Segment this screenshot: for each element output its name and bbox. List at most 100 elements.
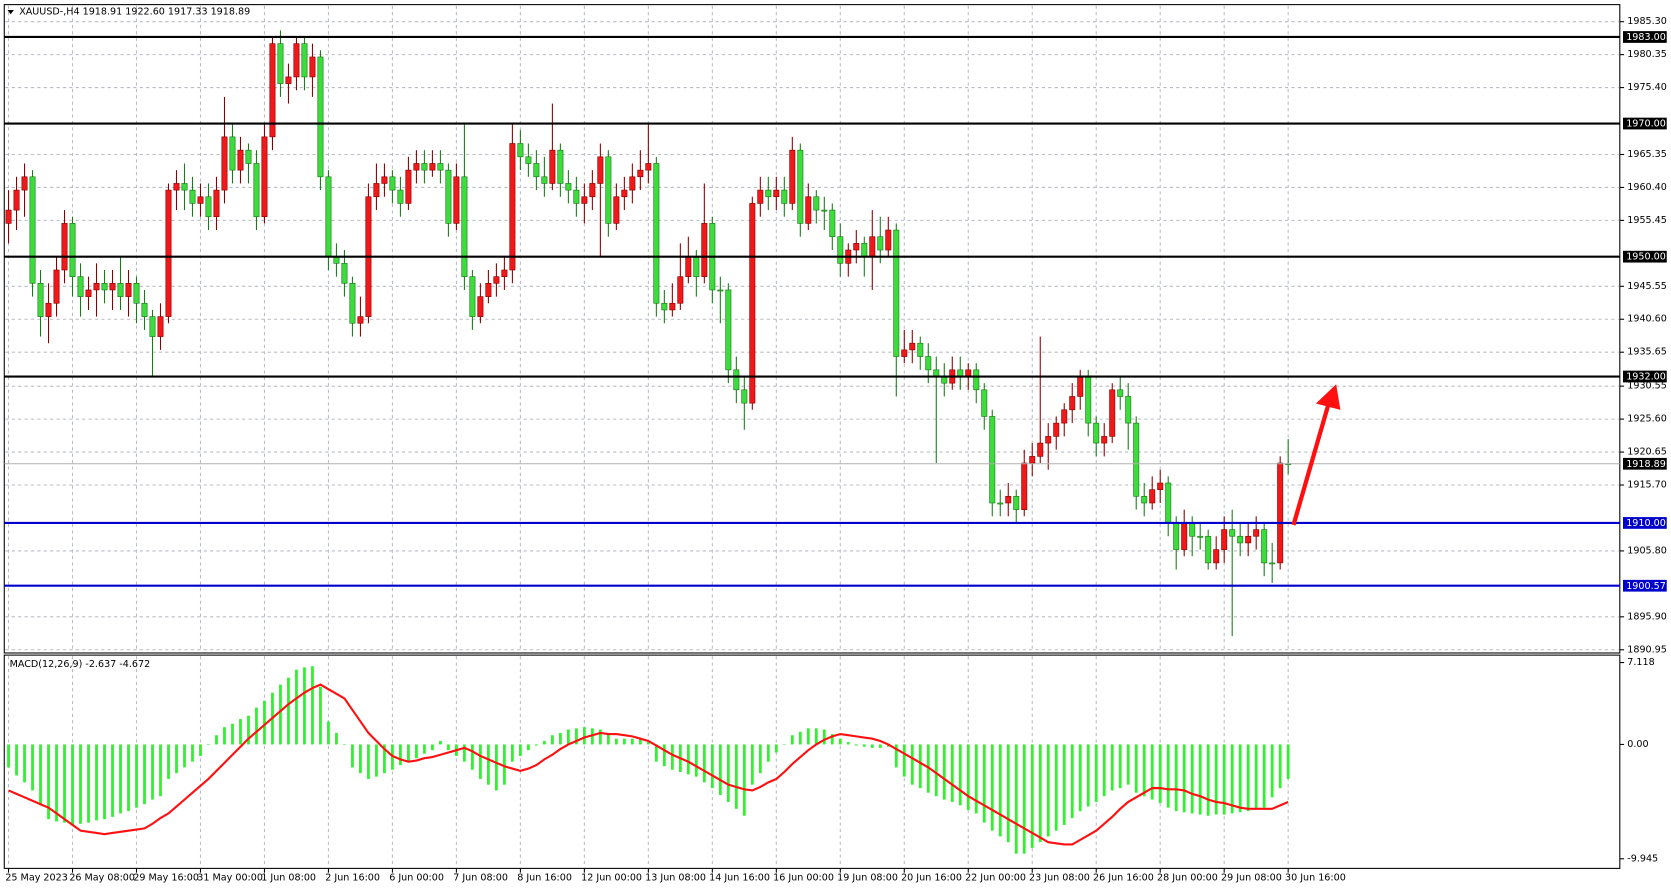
candle-body <box>429 163 436 171</box>
y-tick-label: 1975.40 <box>1627 82 1667 93</box>
histogram-bar <box>1150 744 1154 800</box>
histogram-bar <box>782 744 786 745</box>
histogram-bar <box>1110 744 1114 791</box>
histogram-bar <box>982 744 986 823</box>
x-tick-label: 29 Jun 08:00 <box>1221 872 1282 883</box>
histogram-bar <box>143 744 146 805</box>
candle-body <box>213 189 220 218</box>
histogram-bar <box>718 744 722 796</box>
candle-body <box>1269 562 1276 565</box>
candle-body <box>437 163 444 171</box>
histogram-bar <box>407 744 410 762</box>
candle-body <box>261 136 268 218</box>
histogram-bar <box>231 723 234 745</box>
histogram-bar <box>1166 744 1170 808</box>
candle-body <box>637 169 644 178</box>
candle-body <box>1189 522 1196 537</box>
histogram-bar <box>215 735 218 745</box>
candle-body <box>149 316 156 337</box>
histogram-bar <box>1286 744 1290 779</box>
candle-body <box>1237 535 1244 544</box>
y-tick-label: -9.945 <box>1627 853 1658 864</box>
candle-body <box>701 223 708 277</box>
histogram-bar <box>263 700 266 745</box>
histogram-bar <box>726 744 730 802</box>
arrow-head <box>1315 384 1341 410</box>
histogram-bar <box>1102 744 1106 797</box>
y-tick-label: 1955.45 <box>1627 215 1667 226</box>
histogram-bar <box>1230 744 1234 814</box>
candle-body <box>901 349 908 357</box>
candle-body <box>773 189 780 198</box>
histogram-bar <box>1094 744 1098 802</box>
histogram-bar <box>247 715 250 745</box>
histogram-bar <box>758 744 762 774</box>
histogram-bar <box>311 666 314 745</box>
candle-body <box>381 176 388 184</box>
histogram-bar <box>1118 744 1122 789</box>
histogram-bar <box>31 744 34 791</box>
x-tick-label: 26 May 08:00 <box>69 872 135 883</box>
histogram-bar <box>638 738 642 745</box>
histogram-bar <box>526 744 530 751</box>
candle-body <box>1165 482 1172 524</box>
histogram-bar <box>790 735 794 745</box>
histogram-bar <box>846 742 850 745</box>
histogram-bar <box>950 744 954 802</box>
candle-body <box>685 256 692 277</box>
histogram-bar <box>814 728 818 745</box>
histogram-bar <box>750 744 754 785</box>
y-tick-label: 1965.35 <box>1627 149 1667 160</box>
histogram-bar <box>550 735 554 745</box>
candle-body <box>581 196 588 204</box>
y-tick-label: 1945.55 <box>1627 281 1667 292</box>
x-tick-label: 23 Jun 08:00 <box>1029 872 1090 883</box>
level-label: 1970.00 <box>1626 119 1666 130</box>
x-tick-label: 12 Jun 00:00 <box>581 872 642 883</box>
candle-body <box>573 189 580 204</box>
histogram-bar <box>974 744 978 814</box>
histogram-bar <box>774 744 778 753</box>
histogram-bar <box>1126 744 1130 785</box>
histogram-bar <box>822 729 826 745</box>
x-tick-label: 25 May 2023 <box>5 872 67 883</box>
candle-body <box>861 243 868 257</box>
histogram-bar <box>1158 744 1162 804</box>
candle-body <box>373 183 380 198</box>
candle-body <box>189 189 196 204</box>
y-tick-label: 1940.60 <box>1627 314 1667 325</box>
histogram-bar <box>423 744 426 754</box>
level-label-box <box>1623 579 1667 592</box>
y-tick-label: 1915.70 <box>1627 480 1667 491</box>
histogram-bar <box>23 744 26 783</box>
y-tick-label: 1890.95 <box>1627 644 1667 655</box>
candle-body <box>1109 389 1116 437</box>
candle-body <box>541 176 548 184</box>
y-tick-label: 1925.60 <box>1627 414 1667 425</box>
histogram-bar <box>1278 744 1282 789</box>
level-label: 1932.00 <box>1626 372 1666 383</box>
candle-body <box>725 289 732 371</box>
histogram-bar <box>15 744 18 776</box>
histogram-bar <box>295 669 298 745</box>
candle-body <box>1077 376 1084 397</box>
histogram-bar <box>918 744 922 789</box>
y-tick-label: 1895.90 <box>1627 611 1667 622</box>
y-tick-label: 7.118 <box>1627 657 1654 668</box>
candle-body <box>5 209 12 224</box>
x-tick-label: 8 Jun 16:00 <box>517 872 572 883</box>
candle-body <box>221 136 228 191</box>
candle-body <box>629 176 636 191</box>
histogram-bar <box>1198 744 1202 815</box>
histogram-bar <box>415 744 418 759</box>
histogram-bar <box>574 728 578 745</box>
x-tick-label: 28 Jun 00:00 <box>1157 872 1218 883</box>
candle-body <box>1029 456 1036 464</box>
histogram-bar <box>255 707 258 745</box>
main-frame <box>3 4 1621 654</box>
histogram-bar <box>191 744 194 762</box>
signal-line <box>8 683 1289 846</box>
x-tick-label: 30 Jun 16:00 <box>1285 872 1346 883</box>
histogram-bar <box>558 732 562 745</box>
histogram-bar <box>399 744 402 766</box>
